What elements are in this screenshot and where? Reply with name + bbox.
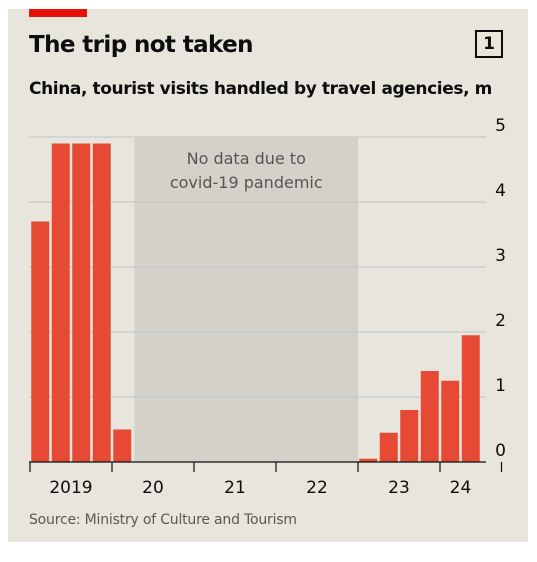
bar-2023-q4 (420, 371, 439, 462)
x-tick-label-24: 24 (450, 478, 472, 498)
bar-2019-q2 (51, 143, 70, 462)
bar-2019-q4 (92, 143, 111, 462)
bar-2024-q2 (461, 335, 480, 462)
no-data-region (134, 137, 358, 462)
x-tick-label-21: 21 (224, 478, 246, 498)
no-data-shaded-region (134, 137, 358, 462)
bar-2023-q3 (400, 410, 419, 462)
x-tick-label-2019: 2019 (49, 478, 92, 498)
y-tick-label-2: 2 (495, 311, 506, 331)
annotation-line-2: covid-19 pandemic (170, 173, 323, 192)
bar-2023-q2 (379, 432, 398, 462)
y-tick-label-4: 4 (495, 181, 506, 201)
y-tick-label-3: 3 (495, 246, 506, 266)
x-tick-label-23: 23 (388, 478, 410, 498)
brand-accent-bar (29, 9, 87, 17)
chart-title: The trip not taken (29, 32, 254, 58)
bar-2019-q1 (31, 221, 50, 462)
y-tick-label-0: 0 (495, 441, 506, 461)
chart-subtitle: China, tourist visits handled by travel … (29, 79, 492, 99)
chart-number-badge: 1 (475, 30, 503, 58)
bars (31, 143, 480, 462)
y-tick-label-5: 5 (495, 116, 506, 136)
bar-2024-q1 (441, 380, 460, 462)
annotation-line-1: No data due to (187, 149, 306, 168)
x-axis (29, 461, 503, 472)
bar-2020-q1 (113, 429, 132, 462)
bar-2019-q3 (72, 143, 91, 462)
x-tick-labels: 2019 20 21 22 23 24 (49, 478, 471, 498)
y-tick-label-1: 1 (495, 376, 506, 396)
bar-2023-q1 (359, 458, 378, 462)
source-note: Source: Ministry of Culture and Tourism (29, 512, 297, 528)
x-tick-label-22: 22 (306, 478, 328, 498)
y-tick-labels: 0 1 2 3 4 5 (495, 116, 506, 461)
x-tick-label-20: 20 (142, 478, 164, 498)
no-data-annotation: No data due to covid-19 pandemic (170, 149, 323, 192)
